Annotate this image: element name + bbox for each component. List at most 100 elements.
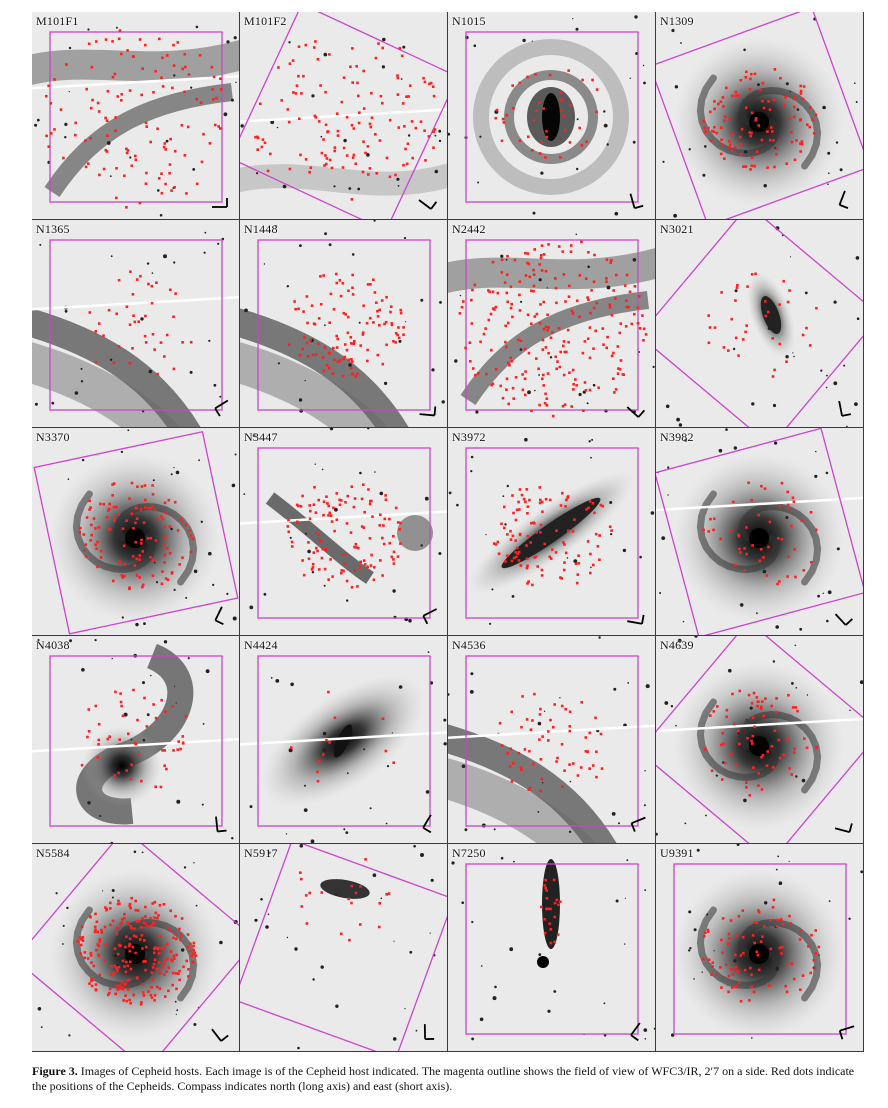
cepheid-dot: [812, 132, 816, 135]
cepheid-dot: [182, 965, 185, 969]
cepheid-dot: [176, 748, 179, 751]
cepheid-dot: [125, 519, 128, 522]
compass-icon: [214, 399, 229, 417]
field-star: [461, 764, 466, 768]
field-star: [379, 491, 384, 496]
cepheid-dot: [396, 521, 400, 524]
cepheid-dot: [92, 964, 95, 968]
field-star: [588, 440, 591, 443]
cepheid-dot: [394, 332, 398, 335]
cepheid-dot: [505, 377, 509, 381]
cepheid-dot: [290, 540, 294, 544]
cepheid-dot: [759, 707, 763, 710]
cepheid-dot: [87, 162, 90, 165]
field-star: [569, 780, 572, 783]
field-star: [256, 172, 259, 175]
field-star: [839, 168, 843, 172]
cepheid-dot: [140, 1001, 143, 1004]
cepheid-dot: [336, 129, 340, 133]
cepheid-dot: [780, 481, 784, 485]
cepheid-dot: [775, 697, 778, 700]
field-star: [456, 503, 459, 507]
cepheid-dot: [500, 522, 503, 526]
field-star: [275, 679, 280, 683]
field-star: [680, 42, 682, 44]
cepheid-dot: [509, 306, 513, 310]
cepheid-dot: [132, 688, 135, 692]
cepheid-dot: [317, 317, 321, 320]
cepheid-dot: [767, 310, 770, 314]
cepheid-dot: [542, 107, 545, 110]
cepheid-dot: [168, 163, 172, 166]
field-star: [661, 536, 666, 540]
cepheid-dot: [722, 346, 726, 349]
field-star: [263, 263, 266, 265]
cepheid-dot: [787, 507, 790, 511]
cepheid-dot: [140, 925, 143, 929]
cepheid-dot: [755, 150, 759, 153]
field-star: [586, 402, 589, 405]
cepheid-dot: [353, 545, 356, 549]
cepheid-dot: [141, 917, 144, 920]
field-star: [304, 379, 306, 382]
cepheid-dot: [432, 146, 435, 149]
cepheid-dot: [720, 743, 723, 747]
cepheid-dot: [184, 65, 187, 69]
field-star: [537, 721, 542, 726]
field-star: [470, 470, 473, 473]
cepheid-dot: [612, 377, 615, 380]
cepheid-dot: [788, 289, 791, 292]
cepheid-dot: [814, 528, 818, 532]
cepheid-dot: [286, 525, 290, 528]
cepheid-dot: [161, 749, 164, 752]
cepheid-dot: [104, 148, 108, 152]
field-star: [568, 830, 572, 833]
galaxy-image: [32, 428, 239, 635]
cepheid-dot: [129, 1002, 132, 1005]
field-star: [173, 467, 175, 469]
cepheid-dot: [144, 182, 148, 185]
cepheid-dot: [97, 322, 101, 325]
cepheid-dot: [749, 966, 752, 970]
field-star: [386, 765, 390, 768]
cepheid-dot: [768, 520, 772, 524]
cepheid-dot: [372, 578, 376, 582]
cepheid-dot: [335, 281, 339, 285]
cepheid-dot: [372, 321, 375, 324]
galaxy-image: [656, 220, 863, 427]
field-star: [175, 1013, 177, 1015]
cepheid-dot: [192, 941, 196, 945]
cepheid-dot: [112, 482, 116, 485]
field-star: [159, 214, 163, 217]
wfc3-ir-outline: [240, 12, 447, 219]
cepheid-dot: [53, 128, 56, 131]
cepheid-dot: [163, 525, 167, 528]
compass-icon: [838, 400, 852, 417]
cepheid-dot: [526, 75, 529, 79]
cepheid-dot: [90, 523, 93, 527]
field-star: [820, 369, 823, 372]
cepheid-dot: [555, 301, 558, 305]
cepheid-dot: [378, 902, 381, 905]
cepheid-dot: [575, 299, 579, 303]
field-star: [434, 134, 437, 137]
cepheid-dot: [183, 154, 187, 157]
cepheid-dot: [142, 521, 146, 524]
field-star: [448, 491, 452, 495]
cepheid-dot: [793, 158, 797, 162]
cepheid-dot: [149, 536, 153, 540]
cepheid-dot: [134, 899, 137, 903]
cepheid-dot: [366, 283, 370, 286]
cepheid-dot: [156, 916, 159, 920]
cepheid-dot: [176, 529, 180, 532]
cepheid-dot: [381, 574, 384, 577]
cepheid-dot: [346, 494, 350, 498]
field-star: [392, 1037, 397, 1041]
cepheid-dot: [302, 74, 305, 78]
cepheid-dot: [368, 537, 372, 540]
cepheid-dot: [219, 127, 222, 130]
field-star: [664, 701, 669, 705]
field-star: [527, 390, 531, 395]
field-star: [778, 881, 783, 885]
field-star: [788, 860, 790, 862]
